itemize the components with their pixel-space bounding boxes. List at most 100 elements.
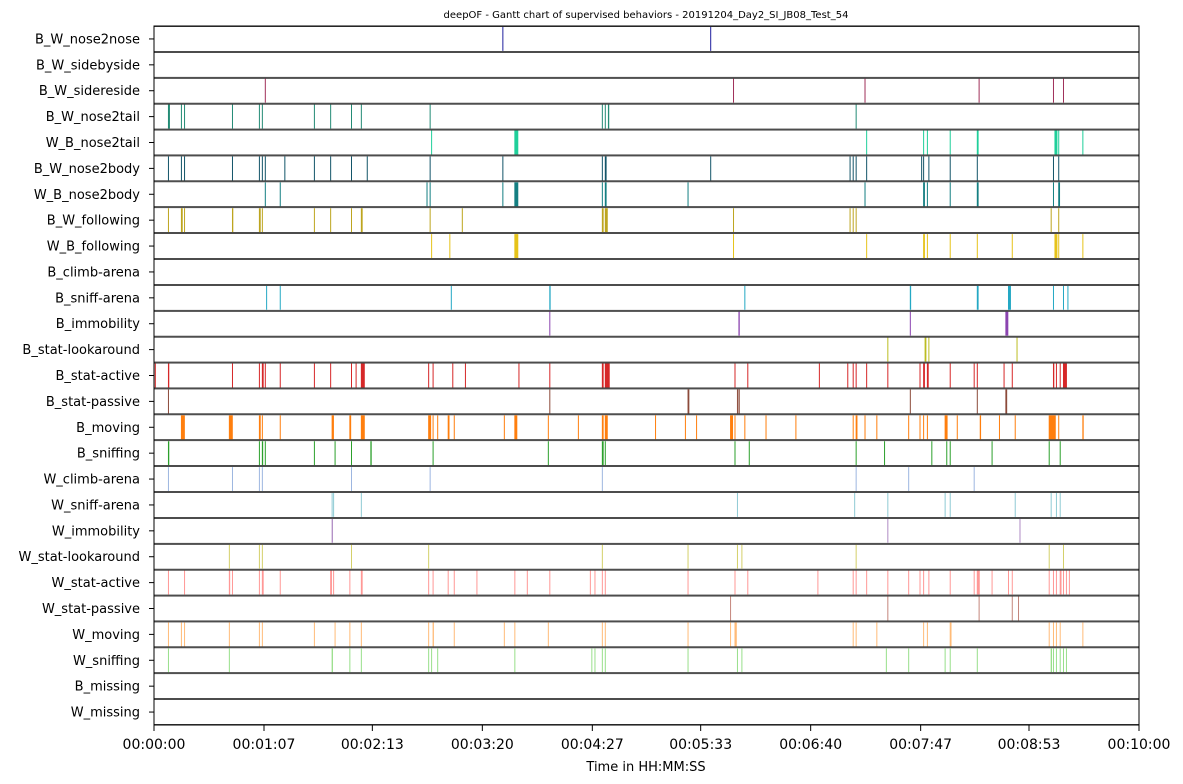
event-W_stat-active-38 <box>991 570 993 595</box>
event-B_W_nose2tail-0 <box>167 104 170 129</box>
event-W_stat-active-28 <box>855 570 857 595</box>
event-W_B_nose2body-7 <box>604 182 607 207</box>
event-W_sniffing-4 <box>360 648 362 673</box>
event-B_W_nose2tail-8 <box>351 104 352 129</box>
row-B_W_nose2nose <box>153 26 1140 52</box>
row-B_sniffing <box>153 440 1140 466</box>
event-B_sniffing-15 <box>884 441 886 466</box>
x-tick-label: 00:07:47 <box>889 737 952 753</box>
event-W_B_nose2body-13 <box>976 182 979 207</box>
event-W_stat-lookaround-2 <box>261 544 263 569</box>
event-B_W_nose2body-9 <box>330 156 332 181</box>
event-B_moving-30 <box>876 415 878 440</box>
event-W_stat-active-32 <box>919 570 921 595</box>
row-label: B_W_nose2nose <box>35 32 140 47</box>
event-W_stat-active-17 <box>526 570 528 595</box>
event-W_stat-active-47 <box>1068 570 1070 595</box>
event-W_moving-23 <box>876 622 878 647</box>
row-label: W_immobility <box>52 524 140 539</box>
event-B_stat-active-39 <box>1062 363 1067 388</box>
x-tick-label: 00:04:27 <box>561 737 624 753</box>
row-label: W_B_nose2tail <box>46 136 140 151</box>
event-W_stat-lookaround-8 <box>741 544 743 569</box>
event-W_stat-active-0 <box>167 570 169 595</box>
event-W_B_nose2body-6 <box>601 182 603 207</box>
event-W_stat-active-3 <box>231 570 233 595</box>
event-W_moving-12 <box>453 622 455 647</box>
event-B_sniffing-9 <box>547 441 549 466</box>
row-label: B_stat-active <box>55 369 140 384</box>
event-W_stat-active-19 <box>589 570 591 595</box>
event-W_B_nose2tail-1 <box>514 130 519 155</box>
event-B_W_nose2body-21 <box>921 156 923 181</box>
event-B_W_nose2body-5 <box>261 156 263 181</box>
event-W_moving-2 <box>184 622 186 647</box>
event-W_stat-active-14 <box>453 570 455 595</box>
event-B_stat-active-33 <box>976 363 978 388</box>
event-B_stat-active-4 <box>261 363 264 388</box>
event-B_sniffing-18 <box>949 441 951 466</box>
event-W_immobility-0 <box>331 518 333 543</box>
x-tick-label: 00:03:20 <box>451 737 514 753</box>
row-label: W_stat-lookaround <box>18 550 140 565</box>
event-W_moving-0 <box>167 622 169 647</box>
row-B_W_sidereside <box>153 77 1140 104</box>
event-W_sniff-arena-5 <box>887 493 889 517</box>
event-B_stat-active-16 <box>518 363 520 388</box>
event-B_moving-12 <box>453 415 455 440</box>
row-label: B_missing <box>75 680 140 695</box>
event-B_stat-active-1 <box>167 363 170 388</box>
event-B_stat-active-23 <box>847 363 849 388</box>
event-W_sniff-arena-3 <box>736 493 738 517</box>
event-B_sniffing-8 <box>432 441 434 466</box>
event-B_sniffing-4 <box>313 441 315 466</box>
event-W_stat-active-39 <box>1007 570 1009 595</box>
event-B_stat-active-27 <box>887 363 889 388</box>
event-W_stat-active-20 <box>594 570 596 595</box>
event-W_moving-10 <box>428 622 430 647</box>
event-W_stat-lookaround-0 <box>228 544 230 569</box>
event-W_moving-7 <box>334 622 336 647</box>
event-B_stat-lookaround-2 <box>928 337 930 362</box>
event-B_stat-lookaround-0 <box>887 337 889 362</box>
event-B_stat-active-34 <box>1003 363 1005 388</box>
event-B_sniff-arena-3 <box>549 285 551 310</box>
event-W_stat-lookaround-9 <box>855 544 857 569</box>
event-B_sniff-arena-6 <box>976 285 979 310</box>
event-W_moving-28 <box>1052 622 1054 647</box>
event-B_moving-36 <box>956 415 958 440</box>
event-B_W_sidereside-1 <box>733 78 735 103</box>
event-B_stat-active-26 <box>866 363 868 388</box>
event-W_sniffing-21 <box>1050 648 1052 673</box>
row-B_W_following <box>153 207 1140 233</box>
event-B_W_nose2body-0 <box>167 156 169 181</box>
event-B_W_following-6 <box>313 208 315 233</box>
event-B_moving-34 <box>926 415 928 440</box>
x-tick-label: 00:00:00 <box>123 737 186 753</box>
event-W_moving-1 <box>180 622 182 647</box>
event-B_W_following-1 <box>180 208 183 233</box>
event-B_W_nose2body-24 <box>949 156 951 181</box>
event-W_moving-30 <box>1059 622 1061 647</box>
event-B_W_nose2body-20 <box>866 156 868 181</box>
event-B_W_nose2body-13 <box>502 156 504 181</box>
event-W_stat-lookaround-3 <box>351 544 352 569</box>
event-W_immobility-1 <box>887 518 889 543</box>
event-B_W_nose2body-11 <box>366 156 368 181</box>
event-B_moving-32 <box>919 415 921 440</box>
event-W_B_nose2tail-4 <box>926 130 928 155</box>
event-B_sniffing-7 <box>370 441 372 466</box>
event-W_sniffing-19 <box>949 648 951 673</box>
event-B_moving-19 <box>655 415 657 440</box>
event-W_stat-active-45 <box>1062 570 1064 595</box>
event-B_W_sidereside-3 <box>978 78 980 103</box>
row-label: W_stat-active <box>52 576 141 591</box>
event-W_sniffing-24 <box>1059 648 1061 673</box>
event-B_sniffing-19 <box>991 441 993 466</box>
event-W_sniffing-0 <box>167 648 169 673</box>
event-B_stat-active-24 <box>852 363 854 388</box>
row-label: B_moving <box>76 421 140 436</box>
event-B_moving-8 <box>428 415 432 440</box>
event-B_W_nose2body-23 <box>928 156 930 181</box>
event-B_W_nose2body-7 <box>284 156 286 181</box>
